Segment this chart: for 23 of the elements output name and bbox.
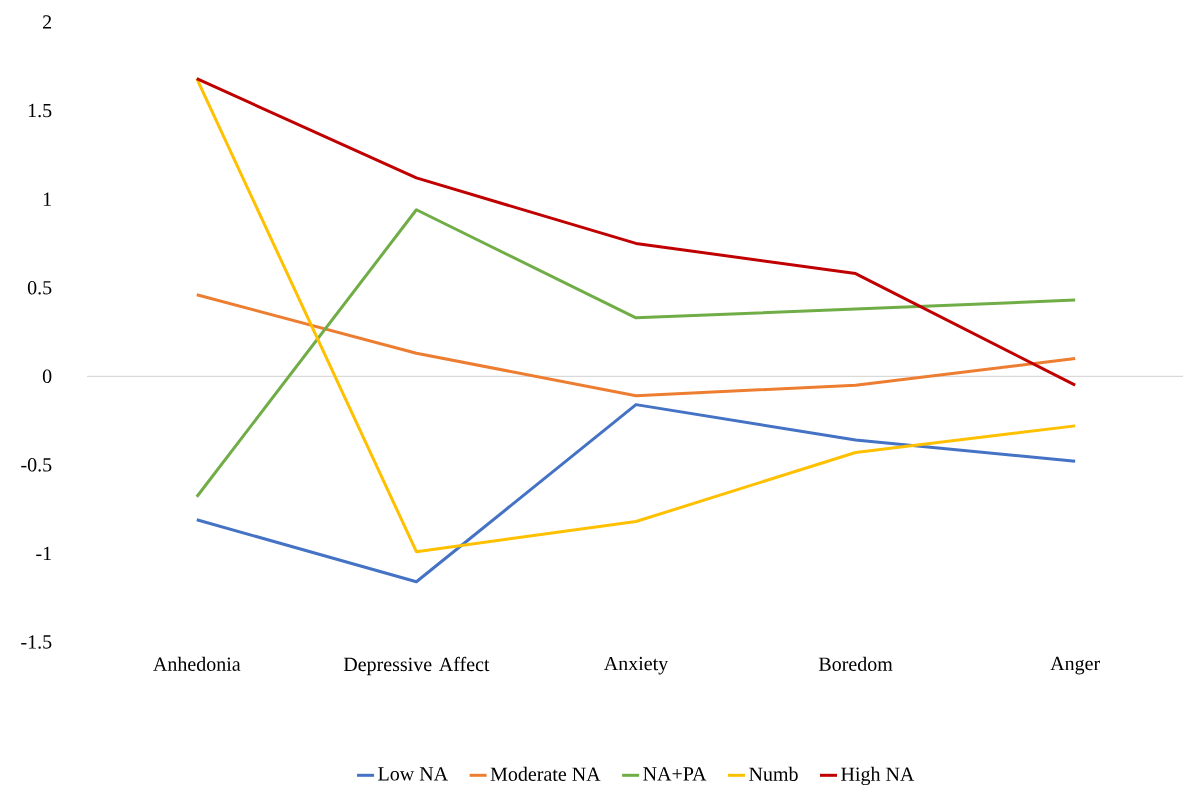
y-tick-label: 2 [43, 15, 52, 29]
x-tick-label: Anger [1050, 656, 1100, 675]
x-tick-label: Anhedonia [153, 656, 241, 671]
x-tick-label: Boredom [818, 656, 893, 671]
y-tick-label: -1 [36, 546, 51, 561]
line-series [195, 403, 1077, 584]
y-tick-label: -0.5 [21, 458, 52, 472]
x-tick-label: Anxiety [603, 656, 669, 675]
y-tick-label: 0 [42, 369, 52, 384]
legend-label: High NA [841, 766, 915, 786]
legend-label: Moderate NA [490, 766, 601, 781]
y-tick-label: 1 [43, 192, 51, 206]
y-tick-label: 0.5 [27, 280, 52, 295]
line-series [195, 208, 1077, 499]
legend-label: Numb [749, 766, 798, 781]
legend-label: NA+PA [643, 767, 707, 781]
legend-label: Low NA [378, 767, 448, 781]
y-tick-label: -1.5 [21, 635, 52, 649]
line-series [195, 77, 1077, 387]
line-series [195, 77, 1077, 554]
y-tick-label: 1.5 [28, 103, 52, 118]
line-series [195, 293, 1077, 398]
x-tick-label: Depressive Affect [343, 656, 490, 676]
